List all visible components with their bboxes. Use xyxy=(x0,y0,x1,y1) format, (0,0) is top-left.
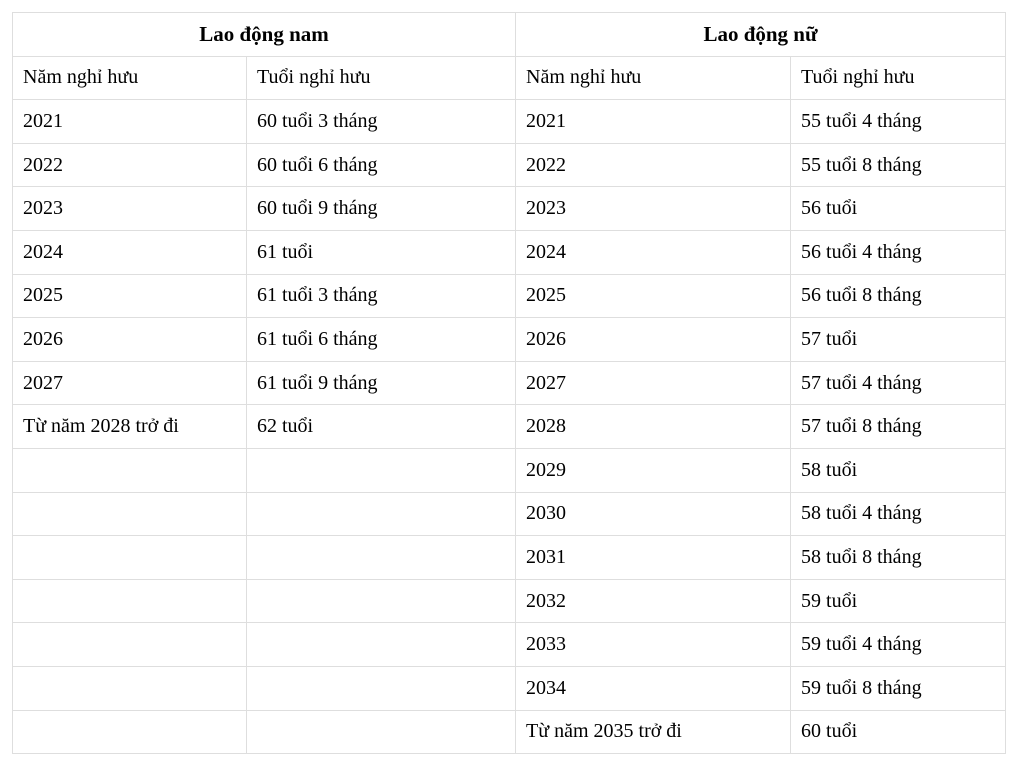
male-year-cell xyxy=(12,447,247,493)
table-row: 2026 61 tuổi 6 tháng 2026 57 tuổi xyxy=(12,317,1007,362)
column-header-female-year: Năm nghỉ hưu xyxy=(515,55,792,101)
female-age-cell: 60 tuổi xyxy=(790,709,1007,755)
table-row: 2033 59 tuổi 4 tháng xyxy=(12,622,1007,667)
male-age-cell xyxy=(245,709,517,755)
column-header-row: Năm nghỉ hưu Tuổi nghỉ hưu Năm nghỉ hưu … xyxy=(12,55,1007,101)
male-age-cell xyxy=(245,578,517,624)
table-row: 2022 60 tuổi 6 tháng 2022 55 tuổi 8 tháng xyxy=(12,142,1007,188)
female-age-cell: 59 tuổi 4 tháng xyxy=(790,622,1007,667)
female-year-cell: 2031 xyxy=(515,535,792,580)
male-age-cell: 62 tuổi xyxy=(245,404,517,449)
male-year-cell: 2022 xyxy=(12,142,247,188)
female-year-cell: 2021 xyxy=(515,99,792,144)
male-age-cell: 61 tuổi 9 tháng xyxy=(245,360,517,406)
table-row: 2025 61 tuổi 3 tháng 2025 56 tuổi 8 tháng xyxy=(12,273,1007,319)
female-year-cell: 2033 xyxy=(515,622,792,667)
male-age-cell xyxy=(245,491,517,537)
female-year-cell: 2034 xyxy=(515,665,792,711)
female-year-cell: 2028 xyxy=(515,404,792,449)
male-year-cell xyxy=(12,665,247,711)
female-year-cell: 2023 xyxy=(515,186,792,231)
male-age-cell: 60 tuổi 3 tháng xyxy=(245,99,517,144)
male-age-cell xyxy=(245,622,517,667)
female-age-cell: 57 tuổi 4 tháng xyxy=(790,360,1007,406)
table-row: 2023 60 tuổi 9 tháng 2023 56 tuổi xyxy=(12,186,1007,231)
male-year-cell xyxy=(12,491,247,537)
group-header-row: Lao động nam Lao động nữ xyxy=(11,12,1007,57)
male-year-cell: 2021 xyxy=(12,99,247,144)
female-age-cell: 58 tuổi xyxy=(790,447,1007,493)
male-age-cell: 61 tuổi 3 tháng xyxy=(245,273,517,319)
female-age-cell: 56 tuổi xyxy=(790,186,1007,231)
female-age-cell: 55 tuổi 8 tháng xyxy=(790,142,1007,188)
female-year-cell: 2029 xyxy=(515,447,792,493)
male-year-cell xyxy=(12,709,247,755)
table-row: 2021 60 tuổi 3 tháng 2021 55 tuổi 4 tháng xyxy=(12,99,1007,144)
male-age-cell: 61 tuổi xyxy=(245,229,517,275)
group-header-male: Lao động nam xyxy=(11,12,517,57)
table-row: 2031 58 tuổi 8 tháng xyxy=(12,535,1007,580)
female-year-cell: 2024 xyxy=(515,229,792,275)
male-year-cell: 2024 xyxy=(12,229,247,275)
group-header-female: Lao động nữ xyxy=(515,12,1007,57)
female-year-cell: 2030 xyxy=(515,491,792,537)
female-age-cell: 59 tuổi 8 tháng xyxy=(790,665,1007,711)
male-age-cell xyxy=(245,535,517,580)
female-age-cell: 56 tuổi 4 tháng xyxy=(790,229,1007,275)
female-age-cell: 59 tuổi xyxy=(790,578,1007,624)
male-year-cell: Từ năm 2028 trở đi xyxy=(12,404,247,449)
female-year-cell: 2025 xyxy=(515,273,792,319)
male-age-cell xyxy=(245,665,517,711)
male-year-cell xyxy=(12,622,247,667)
column-header-male-age: Tuổi nghỉ hưu xyxy=(245,55,517,101)
female-age-cell: 57 tuổi 8 tháng xyxy=(790,404,1007,449)
male-year-cell: 2027 xyxy=(12,360,247,406)
table-row: 2027 61 tuổi 9 tháng 2027 57 tuổi 4 tháng xyxy=(12,360,1007,406)
table-row: 2024 61 tuổi 2024 56 tuổi 4 tháng xyxy=(12,229,1007,275)
male-age-cell xyxy=(245,447,517,493)
male-age-cell: 61 tuổi 6 tháng xyxy=(245,317,517,362)
female-age-cell: 58 tuổi 8 tháng xyxy=(790,535,1007,580)
male-year-cell xyxy=(12,578,247,624)
table-row: Từ năm 2035 trở đi 60 tuổi xyxy=(12,709,1007,755)
table-row: 2029 58 tuổi xyxy=(12,447,1007,493)
female-age-cell: 58 tuổi 4 tháng xyxy=(790,491,1007,537)
male-year-cell xyxy=(12,535,247,580)
female-age-cell: 56 tuổi 8 tháng xyxy=(790,273,1007,319)
female-year-cell: 2022 xyxy=(515,142,792,188)
male-age-cell: 60 tuổi 6 tháng xyxy=(245,142,517,188)
retirement-age-table: Lao động nam Lao động nữ Năm nghỉ hưu Tu… xyxy=(11,12,1007,755)
table-body: 2021 60 tuổi 3 tháng 2021 55 tuổi 4 tháng 20… xyxy=(12,99,1007,755)
table-row: 2034 59 tuổi 8 tháng xyxy=(12,665,1007,711)
column-header-male-year: Năm nghỉ hưu xyxy=(12,55,247,101)
female-year-cell: 2026 xyxy=(515,317,792,362)
table-row: 2030 58 tuổi 4 tháng xyxy=(12,491,1007,537)
female-year-cell: Từ năm 2035 trở đi xyxy=(515,709,792,755)
female-year-cell: 2027 xyxy=(515,360,792,406)
male-year-cell: 2026 xyxy=(12,317,247,362)
female-age-cell: 57 tuổi xyxy=(790,317,1007,362)
table-row: Từ năm 2028 trở đi 62 tuổi 2028 57 tuổi 8 t… xyxy=(12,404,1007,449)
male-year-cell: 2023 xyxy=(12,186,247,231)
male-year-cell: 2025 xyxy=(12,273,247,319)
table-row: 2032 59 tuổi xyxy=(12,578,1007,624)
retirement-age-table-container: Lao động nam Lao động nữ Năm nghỉ hưu Tu… xyxy=(11,12,1007,755)
column-header-female-age: Tuổi nghỉ hưu xyxy=(790,55,1007,101)
female-year-cell: 2032 xyxy=(515,578,792,624)
male-age-cell: 60 tuổi 9 tháng xyxy=(245,186,517,231)
female-age-cell: 55 tuổi 4 tháng xyxy=(790,99,1007,144)
